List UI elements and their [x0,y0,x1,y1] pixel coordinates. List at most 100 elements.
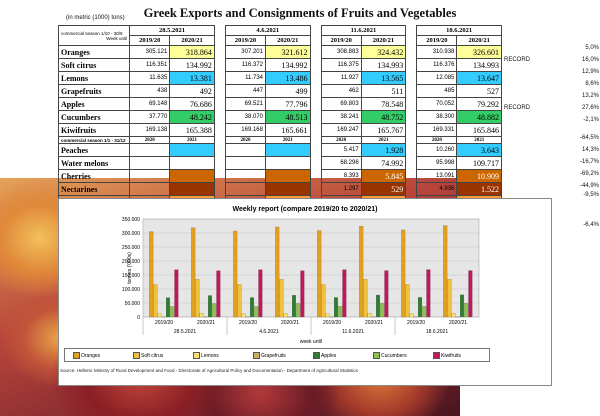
group-label: 28.5.2021 [174,329,196,335]
value-cell: 109.717 [456,156,502,170]
bar [208,295,212,318]
value-cell [129,182,171,196]
bar [165,297,170,318]
value-cell: 169.247 [320,123,362,137]
value-cell [224,143,267,157]
value-cell: 492 [169,84,215,98]
bar [367,313,372,318]
value-cell: 310.938 [416,45,458,59]
year-header: 2019/20 [320,35,362,46]
group-label: 18.6.2021 [426,329,448,335]
record-note: RECORD [504,57,531,63]
bar [409,313,414,318]
value-cell: 511 [360,84,407,98]
value-cell: 38.300 [416,110,458,124]
product-name: Apples [57,97,131,111]
bar [443,225,448,318]
chart-title: Weekly report (compare 2019/20 to 2020/2… [232,206,377,213]
x-tick-label: 2019/20 [407,320,425,326]
year-header: 2021 [456,136,502,144]
gap-cell [310,26,321,209]
table-row: Peaches 5.417 1.928 10.260 3.643 [57,143,502,157]
value-cell [265,169,311,183]
year-header: 2019/20 [129,35,171,46]
value-cell: 5.417 [320,143,362,157]
table-row: Lemons 11.635 13.381 11.734 13.486 11.927 13.5… [57,71,502,85]
table-row: Kiwifruits 169.138 165.388 169.168 165.661 16… [57,123,502,137]
legend-label: Kiwifruits [441,352,462,359]
chart-legend: Oranges Soft citrus Lemons Grapefruits Apple… [64,348,490,362]
week-label: Week until [106,35,128,41]
value-cell: 447 [224,84,267,98]
bar [254,306,259,318]
value-cell: 308.883 [320,45,362,59]
bar [426,269,431,318]
x-tick-label: 2020/21 [449,320,467,326]
bar [199,313,204,318]
legend-swatch [193,352,200,359]
bar [338,306,343,318]
value-cell: 307.201 [224,45,267,59]
units-label: (in metric (1000) tons) [66,15,125,21]
x-tick-label: 2020/21 [197,320,215,326]
bar [468,270,473,318]
product-name: Water melons [57,156,131,170]
product-name: Oranges [57,45,131,59]
bar [418,297,422,318]
legend-entry: Cucumbers [373,352,407,359]
value-cell: 527 [456,84,502,98]
bar [363,279,368,318]
change-percent: -69,2% [579,171,599,177]
table-row: Cucumbers 37.770 48.242 38.070 48.513 38.241 4… [57,110,502,124]
value-cell: 8.393 [320,169,362,183]
bar [258,269,263,318]
bar [153,284,158,318]
legend-swatch [373,352,380,359]
value-cell: 318.864 [169,45,215,59]
value-cell: 116.372 [224,58,267,72]
value-cell: 116.375 [320,58,362,72]
legend-swatch [73,352,80,359]
y-tick-label: 100.000 [122,287,140,293]
value-cell [265,156,311,170]
change-percent: -64,5% [579,135,599,141]
value-cell: 165.846 [456,123,502,137]
value-cell: 13.486 [265,71,311,85]
value-cell: 69.521 [224,97,267,111]
year-header: 2020 [320,136,362,144]
value-cell: 10.260 [416,143,458,157]
value-cell: 70.052 [416,97,458,111]
bar [237,284,242,318]
value-cell: 1.297 [320,182,362,196]
change-percent: -44,9% [579,183,599,189]
legend-entry: Kiwifruits [433,352,461,359]
value-cell [169,156,215,170]
bar [233,230,238,318]
year-header: 2021 [169,136,215,144]
x-tick-label: 2020/21 [281,320,299,326]
value-cell [129,169,171,183]
change-percent: -16,7% [579,159,599,165]
y-tick-label: 250.000 [122,245,140,251]
value-cell: 116.376 [416,58,458,72]
x-tick-label: 2020/21 [365,320,383,326]
value-cell: 48.242 [169,110,215,124]
change-percent: -6,4% [583,222,599,228]
change-percent: 16,0% [581,57,599,63]
value-cell: 529 [360,182,407,196]
year-header: 2020/21 [265,35,311,46]
y-tick-label: 200.000 [122,259,140,265]
table-row: Water melons 68.296 74.992 95.998 109.717 [57,156,502,170]
bar [447,279,452,318]
record-note: RECORD [504,105,531,111]
x-tick-label: 2019/20 [155,320,173,326]
bar [422,306,427,318]
value-cell: 305.121 [129,45,171,59]
bar [174,269,179,318]
value-cell: 169.331 [416,123,458,137]
bar [250,297,254,318]
legend-label: Grapefruits [261,352,286,359]
value-cell: 134.993 [456,58,502,72]
bar [384,270,389,318]
value-cell: 134.992 [169,58,215,72]
